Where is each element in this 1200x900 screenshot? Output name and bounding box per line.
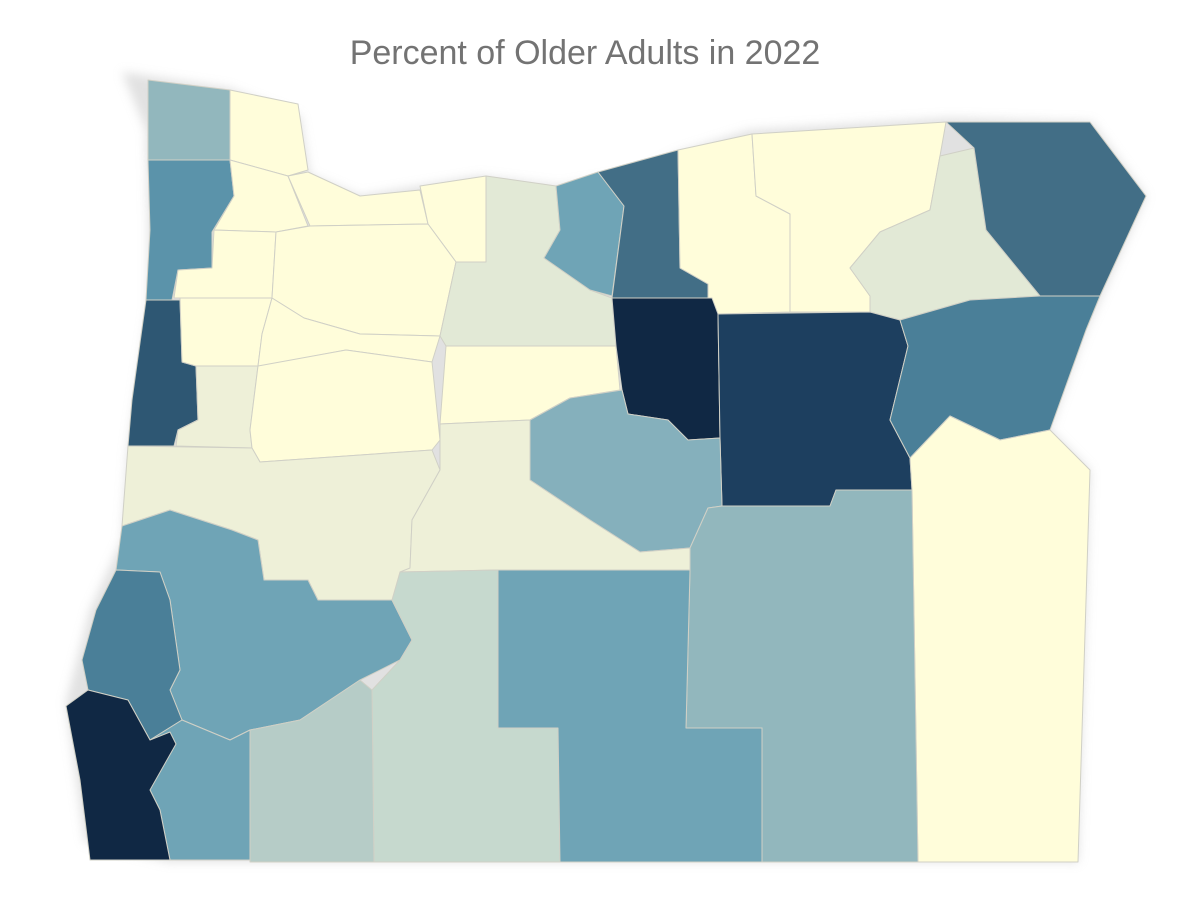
map-title: Percent of Older Adults in 2022 xyxy=(349,34,821,72)
county-lake[interactable] xyxy=(497,569,763,863)
county-columbia[interactable] xyxy=(229,89,309,177)
county-curry[interactable] xyxy=(65,689,177,861)
county-polk[interactable] xyxy=(179,297,273,367)
county-malheur[interactable] xyxy=(909,415,1091,863)
county-jackson[interactable] xyxy=(249,679,375,863)
county-linn[interactable] xyxy=(249,349,441,463)
county-harney[interactable] xyxy=(685,489,919,863)
county-baker[interactable] xyxy=(889,295,1101,459)
county-clatsop[interactable] xyxy=(147,79,231,161)
county-multnomah[interactable] xyxy=(287,171,429,227)
county-grant[interactable] xyxy=(717,311,913,507)
